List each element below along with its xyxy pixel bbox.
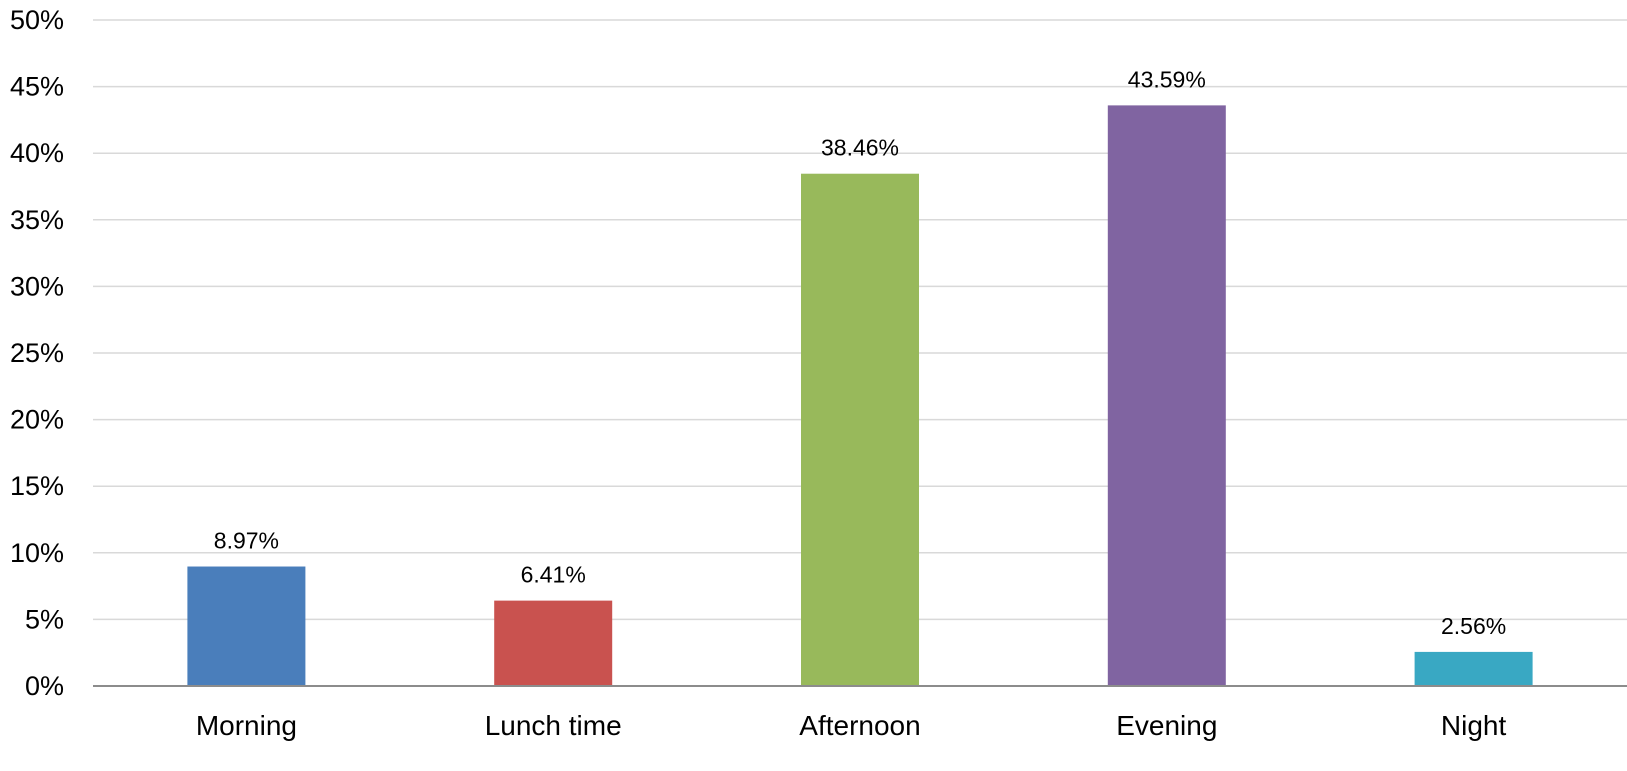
bar-evening [1107, 105, 1226, 686]
y-tick-label: 15% [10, 471, 64, 501]
data-label: 38.46% [821, 135, 899, 161]
data-label: 2.56% [1441, 613, 1506, 639]
data-label: 8.97% [214, 528, 279, 554]
x-tick-label: Afternoon [799, 710, 920, 741]
y-tick-label: 35% [10, 205, 64, 235]
y-tick-label: 20% [10, 405, 64, 435]
x-tick-label: Evening [1116, 710, 1217, 741]
y-axis-tick-labels: 0% 5% 10% 15% 20% 25% 30% 35% 40% 45% 50% [10, 5, 64, 701]
bar-morning [187, 566, 306, 686]
bars [187, 105, 1533, 687]
data-labels: 8.97% 6.41% 38.46% 43.59% 2.56% [214, 66, 1506, 639]
data-label: 43.59% [1128, 66, 1206, 92]
x-tick-label: Morning [196, 710, 297, 741]
x-tick-label: Lunch time [485, 710, 622, 741]
y-tick-label: 25% [10, 338, 64, 368]
bar-night [1414, 651, 1533, 686]
y-tick-label: 5% [25, 604, 64, 634]
bar-lunch-time [494, 600, 613, 686]
y-tick-label: 50% [10, 5, 64, 35]
x-tick-label: Night [1441, 710, 1507, 741]
y-tick-label: 45% [10, 72, 64, 102]
x-axis-tick-labels: Morning Lunch time Afternoon Evening Night [196, 710, 1507, 741]
y-tick-label: 0% [25, 671, 64, 701]
data-label: 6.41% [521, 562, 586, 588]
y-tick-label: 40% [10, 138, 64, 168]
bar-afternoon [801, 173, 919, 687]
y-tick-label: 10% [10, 538, 64, 568]
y-tick-label: 30% [10, 271, 64, 301]
